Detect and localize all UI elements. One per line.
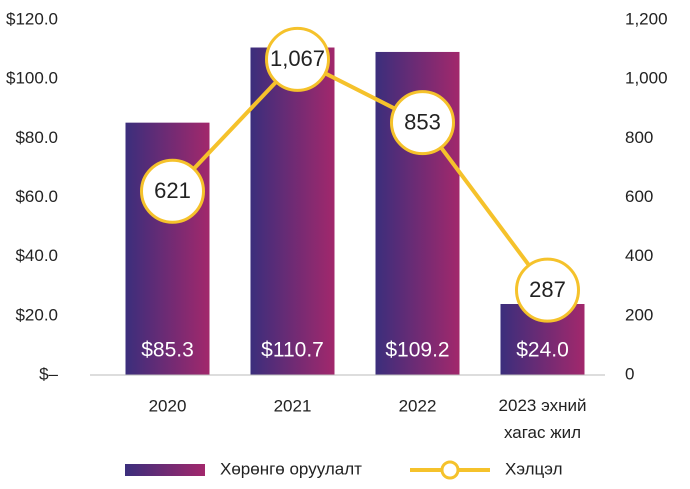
y2-tick-label: 200 [625, 305, 653, 324]
legend-swatch [125, 464, 205, 476]
y2-tick-label: 1,000 [625, 69, 668, 88]
line-value-label: 287 [529, 277, 566, 302]
y-tick-label: $80.0 [15, 128, 58, 147]
bar [250, 47, 335, 375]
x-tick-label: 2021 [274, 396, 312, 415]
y-tick-label: $120.0 [6, 9, 58, 28]
line-value-label: 1,067 [270, 46, 325, 71]
x-tick-label: 2020 [149, 396, 187, 415]
line-value-label: 853 [404, 109, 441, 134]
y2-tick-label: 400 [625, 246, 653, 265]
y-tick-label: $40.0 [15, 246, 58, 265]
line-marker [515, 257, 580, 323]
y-tick-label: $20.0 [15, 305, 58, 324]
bar-value-label: $109.2 [385, 339, 449, 362]
y-tick-label: $– [39, 364, 58, 383]
y-tick-label: $60.0 [15, 187, 58, 206]
bar-value-label: $85.3 [141, 339, 194, 362]
y2-tick-label: 1,200 [625, 9, 668, 28]
y-tick-label: $100.0 [6, 69, 58, 88]
bar-value-label: $110.7 [261, 339, 324, 362]
y2-tick-label: 0 [625, 364, 634, 383]
bar-value-label: $24.0 [516, 339, 569, 362]
y2-tick-label: 800 [625, 128, 653, 147]
x-tick-label: 2022 [399, 396, 437, 415]
line-value-label: 621 [154, 178, 191, 203]
line-marker [140, 158, 205, 224]
line [171, 56, 550, 292]
legend-label: Хэлцэл [505, 459, 563, 478]
line-marker [390, 90, 455, 156]
legend-label: Хөрөнгө оруулалт [220, 459, 362, 478]
x-tick-label: 2023 эхний хагас жил [499, 396, 587, 442]
line-marker [265, 26, 330, 92]
legend-swatch [440, 460, 460, 480]
y2-tick-label: 600 [625, 187, 653, 206]
